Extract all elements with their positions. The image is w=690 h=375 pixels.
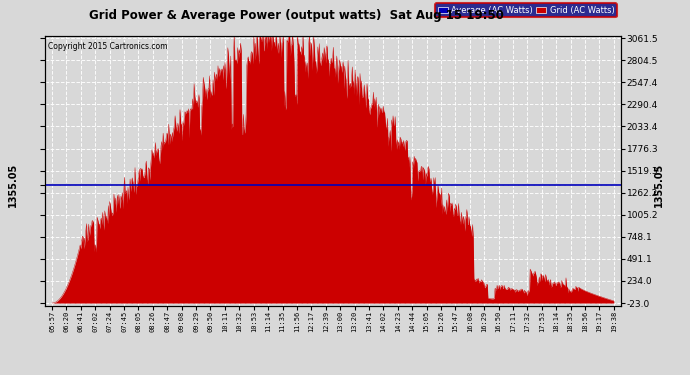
Legend: Average (AC Watts), Grid (AC Watts): Average (AC Watts), Grid (AC Watts) [435,3,617,17]
Text: 1355.05: 1355.05 [653,163,664,207]
Text: Copyright 2015 Cartronics.com: Copyright 2015 Cartronics.com [48,42,167,51]
Text: 1355.05: 1355.05 [8,163,18,207]
Text: Grid Power & Average Power (output watts)  Sat Aug 15 19:50: Grid Power & Average Power (output watts… [89,9,504,22]
